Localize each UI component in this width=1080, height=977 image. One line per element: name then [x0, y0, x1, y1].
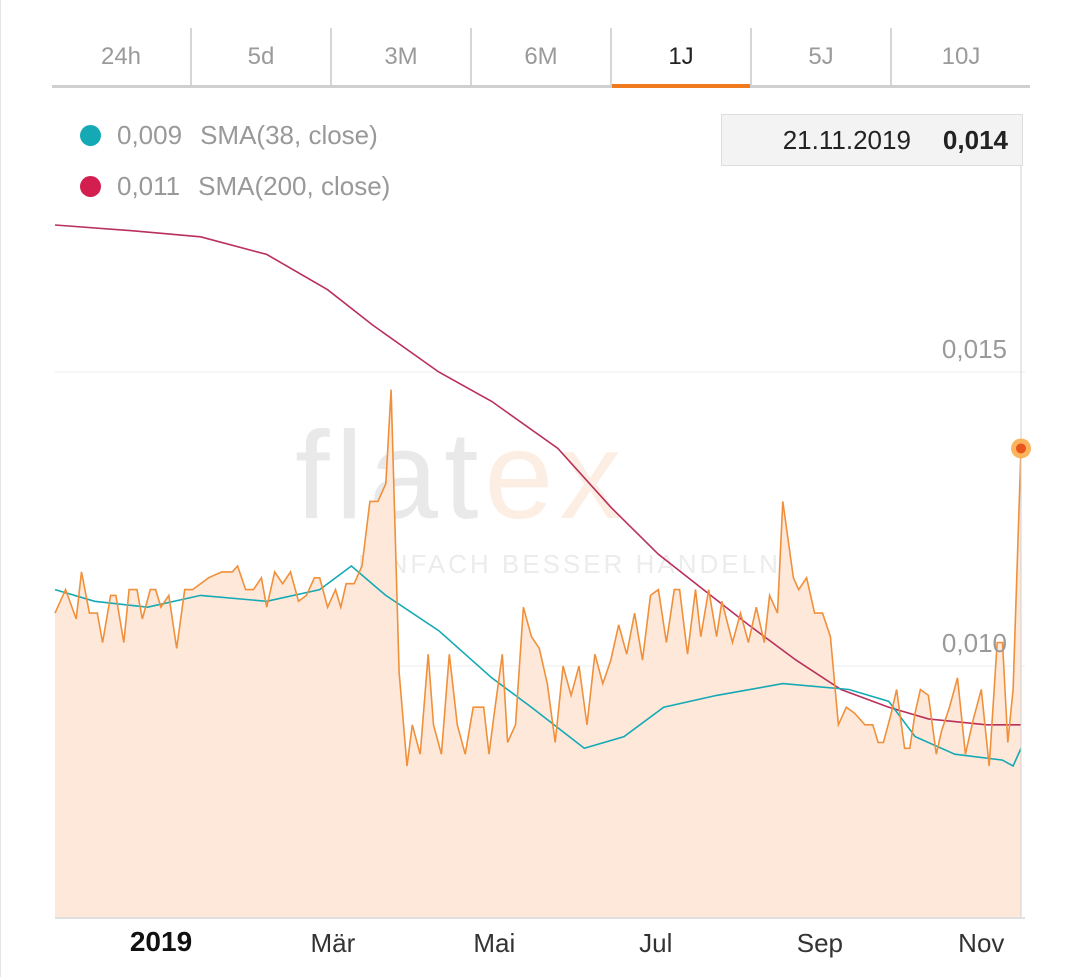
last-point-marker[interactable]	[1016, 443, 1026, 454]
legend-item-sma38[interactable]: 0,009 SMA(38, close)	[80, 110, 390, 161]
x-tick-label-0: 2019	[129, 926, 193, 957]
tab-24h[interactable]: 24h	[52, 28, 192, 85]
y-tick-label-0010: 0,010	[941, 628, 1007, 658]
legend-item-sma200[interactable]: 0,011 SMA(200, close)	[80, 161, 390, 212]
sma38-line	[54, 564, 1022, 768]
left-border	[0, 0, 1, 977]
x-tick-label-5: Nov	[958, 928, 1005, 958]
timeframe-tabs: 24h 5d 3M 6M 1J 5J 10J	[52, 28, 1030, 88]
x-tick-label-3: Jul	[639, 928, 673, 958]
sma200-line	[54, 224, 1021, 726]
legend-label-sma200: SMA(200, close)	[198, 171, 391, 201]
watermark-tagline: EINFACH BESSER HANDELN	[358, 549, 781, 579]
x-tick-label-4: Sep	[796, 928, 843, 958]
legend-value-sma200: 0,011	[117, 171, 181, 201]
watermark-brand-accent: ex	[484, 407, 627, 545]
tab-5j[interactable]: 5J	[752, 28, 892, 85]
price-tooltip: 21.11.2019 0,014	[721, 114, 1023, 166]
watermark-brand: flatex	[295, 407, 627, 545]
legend: 0,009 SMA(38, close) 0,011 SMA(200, clos…	[80, 110, 390, 212]
legend-dot-sma200	[80, 176, 101, 197]
tab-1j[interactable]: 1J	[612, 28, 752, 88]
y-tick-label-0015: 0,015	[941, 334, 1007, 364]
price-area	[55, 389, 1021, 919]
tooltip-value: 0,014	[942, 124, 1008, 155]
watermark: flatex EINFACH BESSER HANDELN	[295, 407, 781, 579]
tab-3m[interactable]: 3M	[332, 28, 472, 85]
price-line	[54, 389, 1022, 767]
tab-5d[interactable]: 5d	[192, 28, 332, 85]
legend-label-sma38: SMA(38, close)	[200, 120, 378, 150]
legend-value-sma38: 0,009	[117, 120, 183, 150]
x-tick-label-1: Mär	[310, 928, 356, 958]
tab-10j[interactable]: 10J	[941, 42, 981, 70]
tooltip-date: 21.11.2019	[782, 124, 911, 155]
legend-dot-sma38	[80, 125, 101, 146]
x-tick-label-2: Mai	[473, 928, 516, 958]
tab-6m[interactable]: 6M	[472, 28, 612, 85]
